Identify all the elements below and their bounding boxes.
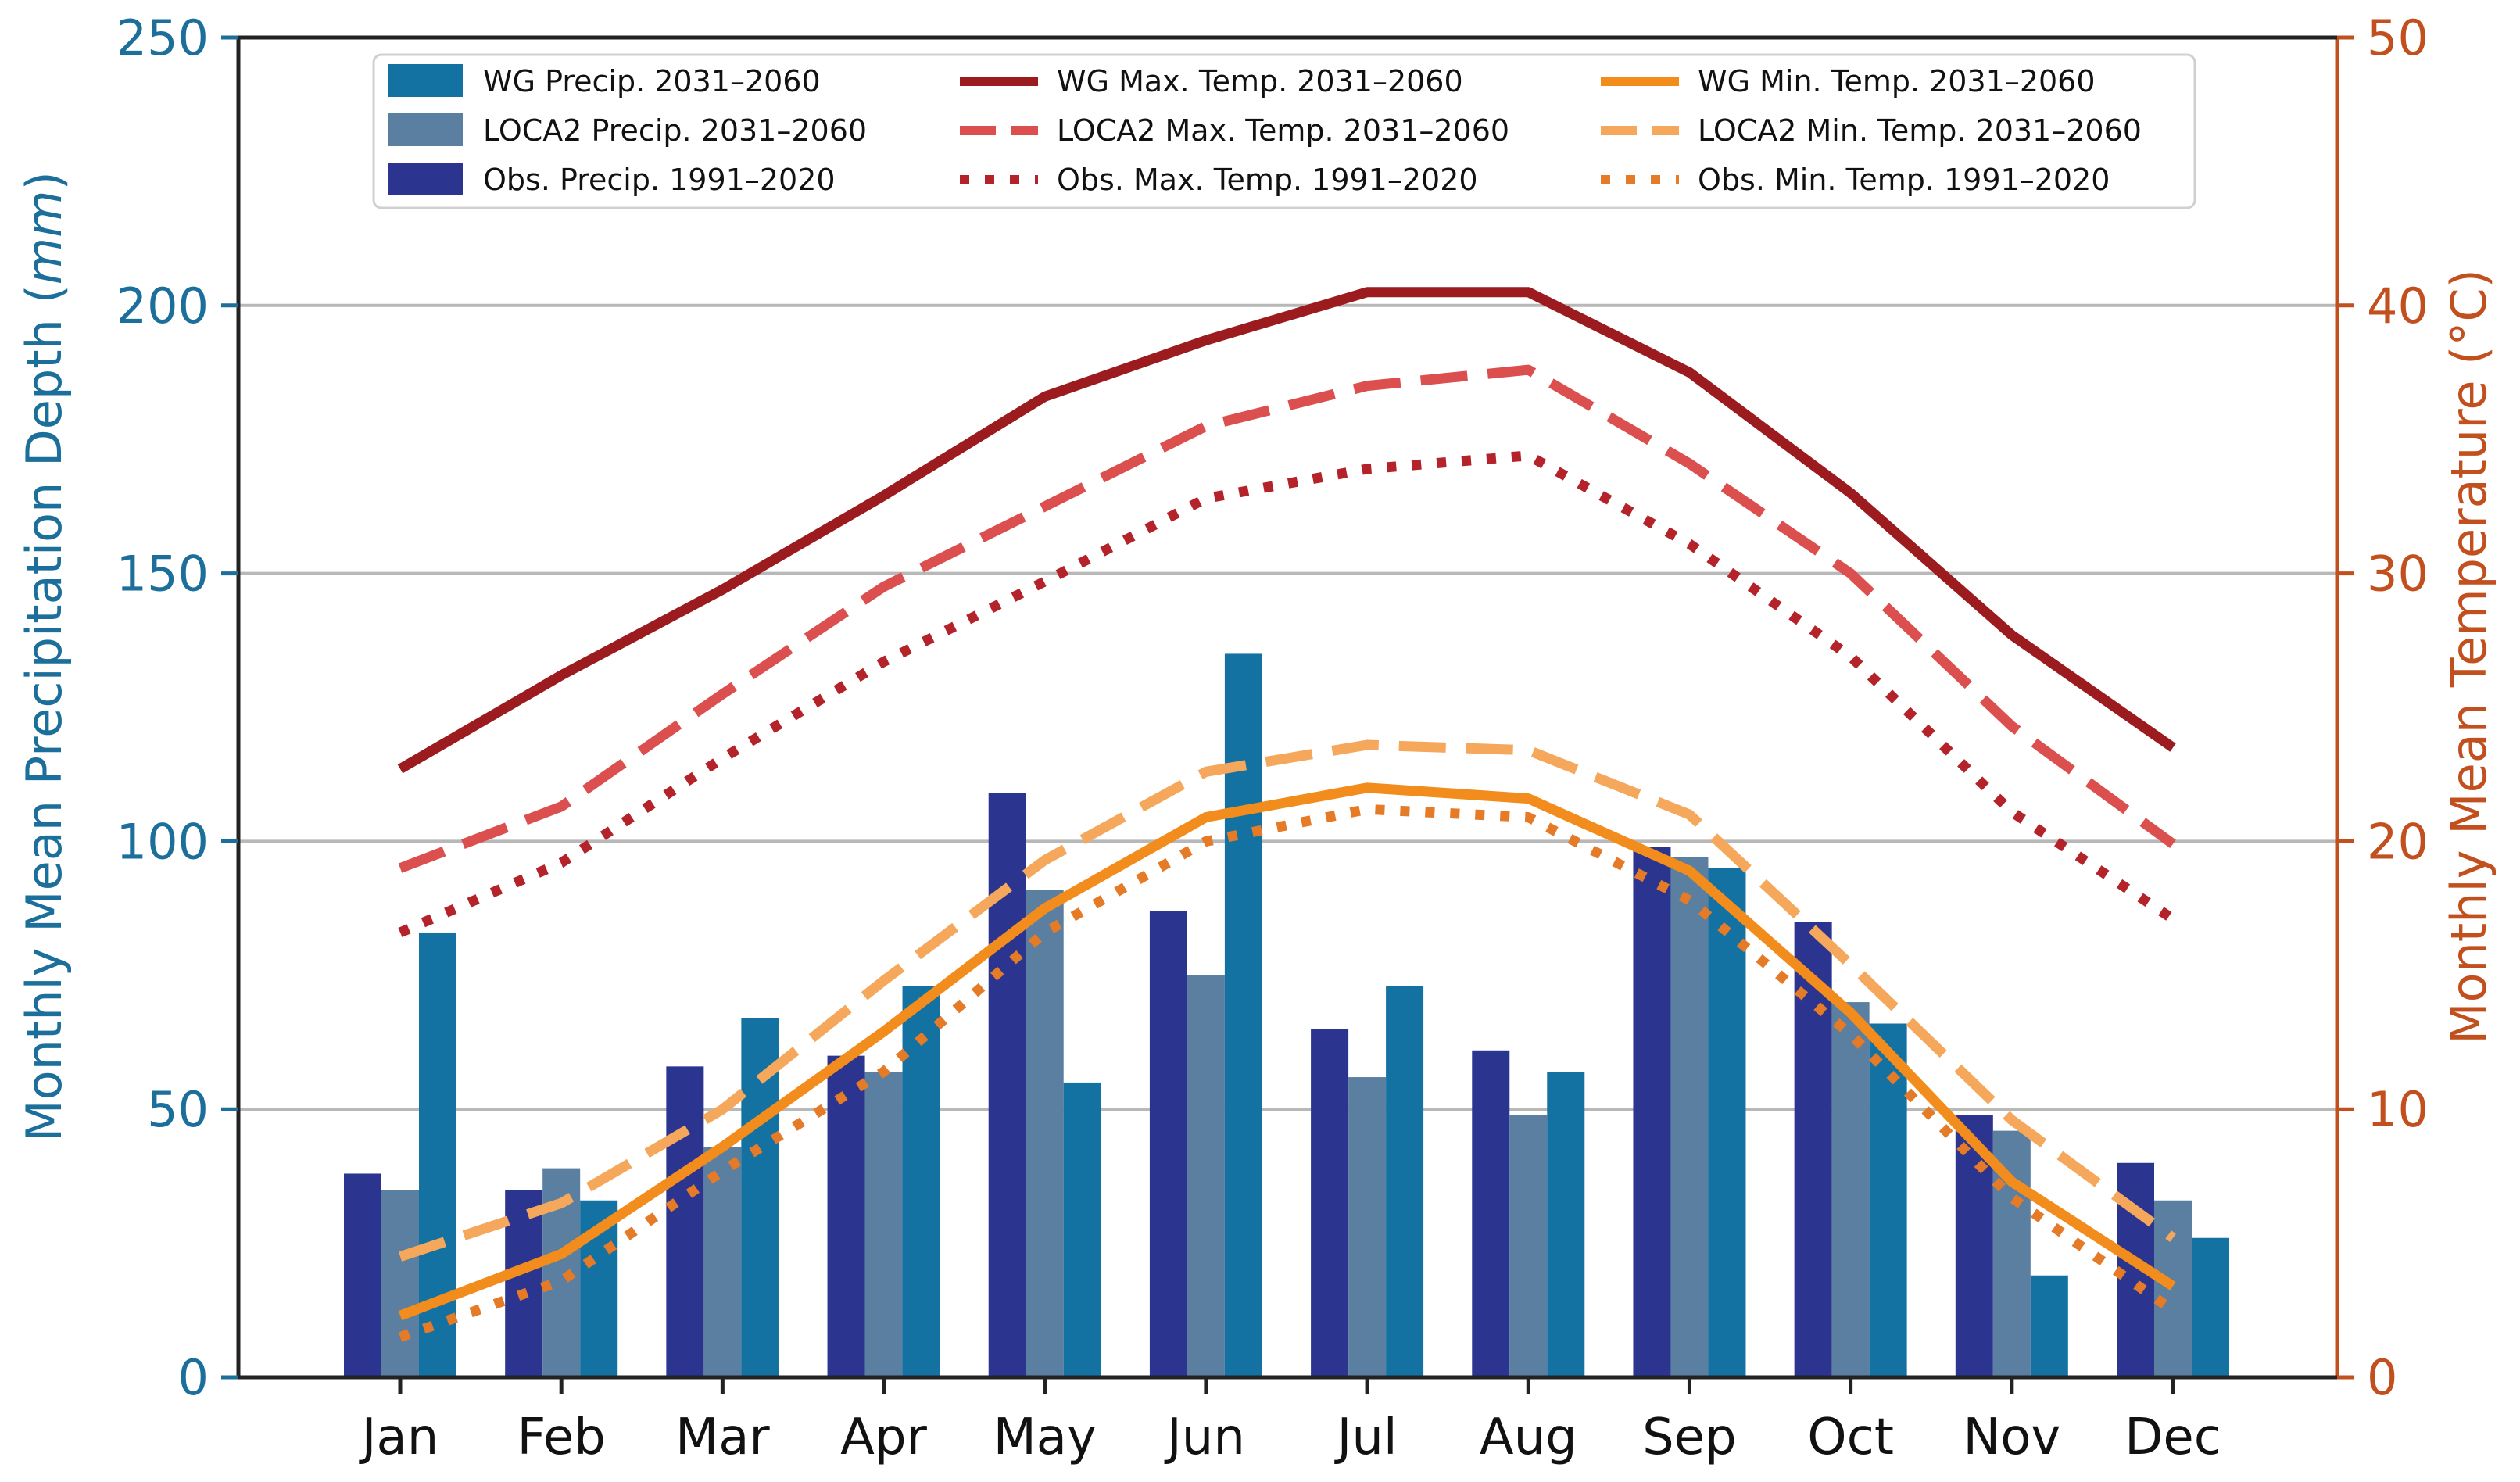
bar-0-jul [1311, 1029, 1349, 1377]
legend-label: WG Max. Temp. 2031–2060 [1057, 64, 1463, 98]
bar-2-dec [2192, 1237, 2229, 1377]
x-tick-label-jul: Jul [1333, 1409, 1397, 1466]
right-tick-label: 30 [2367, 546, 2429, 603]
gridlines [238, 303, 2337, 1112]
left-tick-label: 200 [116, 277, 209, 335]
left-tick-label: 0 [178, 1349, 209, 1406]
x-tick-label-feb: Feb [517, 1409, 606, 1466]
bar-0-sep [1633, 847, 1671, 1377]
bars [344, 653, 2229, 1377]
bar-2-may [1063, 1082, 1101, 1377]
x-tick-label-jan: Jan [359, 1409, 439, 1466]
bar-0-apr [827, 1055, 865, 1377]
x-tick-label-jun: Jun [1164, 1409, 1245, 1466]
bar-2-nov [2030, 1275, 2068, 1377]
right-tick-label: 10 [2367, 1081, 2429, 1138]
bar-1-apr [864, 1072, 903, 1377]
legend-label: Obs. Precip. 1991–2020 [483, 163, 836, 197]
bar-0-jan [344, 1173, 381, 1377]
bar-2-oct [1869, 1023, 1907, 1377]
x-tick-label-dec: Dec [2124, 1409, 2221, 1466]
bar-0-aug [1472, 1050, 1510, 1377]
legend-swatch-bar [388, 64, 463, 97]
bar-1-jun [1187, 975, 1225, 1377]
left-axis-ticks: 0 50 100 150 200 250 [116, 9, 238, 1406]
line-series-3 [398, 782, 2176, 1321]
right-tick-label: 20 [2367, 813, 2429, 870]
line-series-0 [397, 287, 2176, 774]
line-series-5 [398, 804, 2176, 1342]
left-tick-label: 150 [116, 546, 209, 603]
x-axis-ticks: Jan Feb Mar Apr May Jun Jul Aug Sep Oct Nov Dec [359, 1377, 2221, 1466]
bar-1-dec [2154, 1200, 2192, 1377]
bar-1-jan [381, 1190, 419, 1377]
legend-frame [372, 53, 2196, 209]
bar-1-mar [703, 1147, 742, 1377]
legend-label: WG Min. Temp. 2031–2060 [1698, 64, 2096, 98]
line-series-2 [398, 450, 2176, 937]
y-axis-left-label: Monthly Mean Precipitation Depth (mm) [16, 171, 73, 1142]
bar-1-jul [1348, 1077, 1387, 1377]
right-tick-label: 50 [2367, 9, 2429, 66]
right-tick-label: 40 [2367, 277, 2429, 335]
y-axis-right-label: Monthly Mean Temperature (°C) [2440, 269, 2497, 1044]
x-tick-label-oct: Oct [1807, 1409, 1894, 1466]
bar-0-mar [666, 1066, 704, 1377]
x-tick-label-sep: Sep [1642, 1409, 1737, 1466]
legend-label: LOCA2 Min. Temp. 2031–2060 [1698, 113, 2142, 148]
left-tick-label: 100 [116, 813, 209, 870]
bar-1-sep [1670, 857, 1709, 1377]
x-tick-label-apr: Apr [840, 1409, 927, 1466]
bar-2-apr [902, 986, 940, 1377]
temperature-lines [397, 287, 2176, 1342]
bar-2-jul [1386, 986, 1424, 1377]
legend-swatch-bar [388, 163, 463, 195]
right-tick-label: 0 [2367, 1349, 2397, 1406]
left-tick-label: 250 [116, 9, 209, 66]
left-tick-label: 50 [147, 1081, 209, 1138]
bar-0-feb [505, 1190, 543, 1377]
x-tick-label-may: May [993, 1409, 1097, 1466]
bar-1-aug [1509, 1115, 1548, 1377]
bar-2-sep [1708, 868, 1746, 1377]
legend-swatch-bar [388, 113, 463, 146]
bar-2-jun [1224, 653, 1262, 1377]
legend-label: LOCA2 Precip. 2031–2060 [483, 113, 867, 148]
bar-0-jun [1149, 911, 1187, 1377]
legend-label: LOCA2 Max. Temp. 2031–2060 [1057, 113, 1509, 148]
legend-label: Obs. Max. Temp. 1991–2020 [1057, 163, 1478, 197]
bar-0-may [988, 793, 1026, 1377]
x-tick-label-aug: Aug [1480, 1409, 1577, 1466]
bar-2-aug [1547, 1072, 1585, 1377]
line-series-1 [398, 364, 2176, 873]
bar-1-may [1026, 890, 1064, 1377]
legend: WG Precip. 2031–2060 LOCA2 Precip. 2031–2… [372, 53, 2196, 209]
x-tick-label-nov: Nov [1963, 1409, 2060, 1466]
legend-label: Obs. Min. Temp. 1991–2020 [1698, 163, 2110, 197]
x-tick-label-mar: Mar [675, 1409, 770, 1466]
bar-1-oct [1831, 1002, 1870, 1377]
axes [236, 35, 2339, 1380]
right-axis-ticks: 0 10 20 30 40 50 [2337, 9, 2429, 1406]
legend-label: WG Precip. 2031–2060 [483, 64, 821, 98]
line-series-4 [398, 739, 2176, 1262]
